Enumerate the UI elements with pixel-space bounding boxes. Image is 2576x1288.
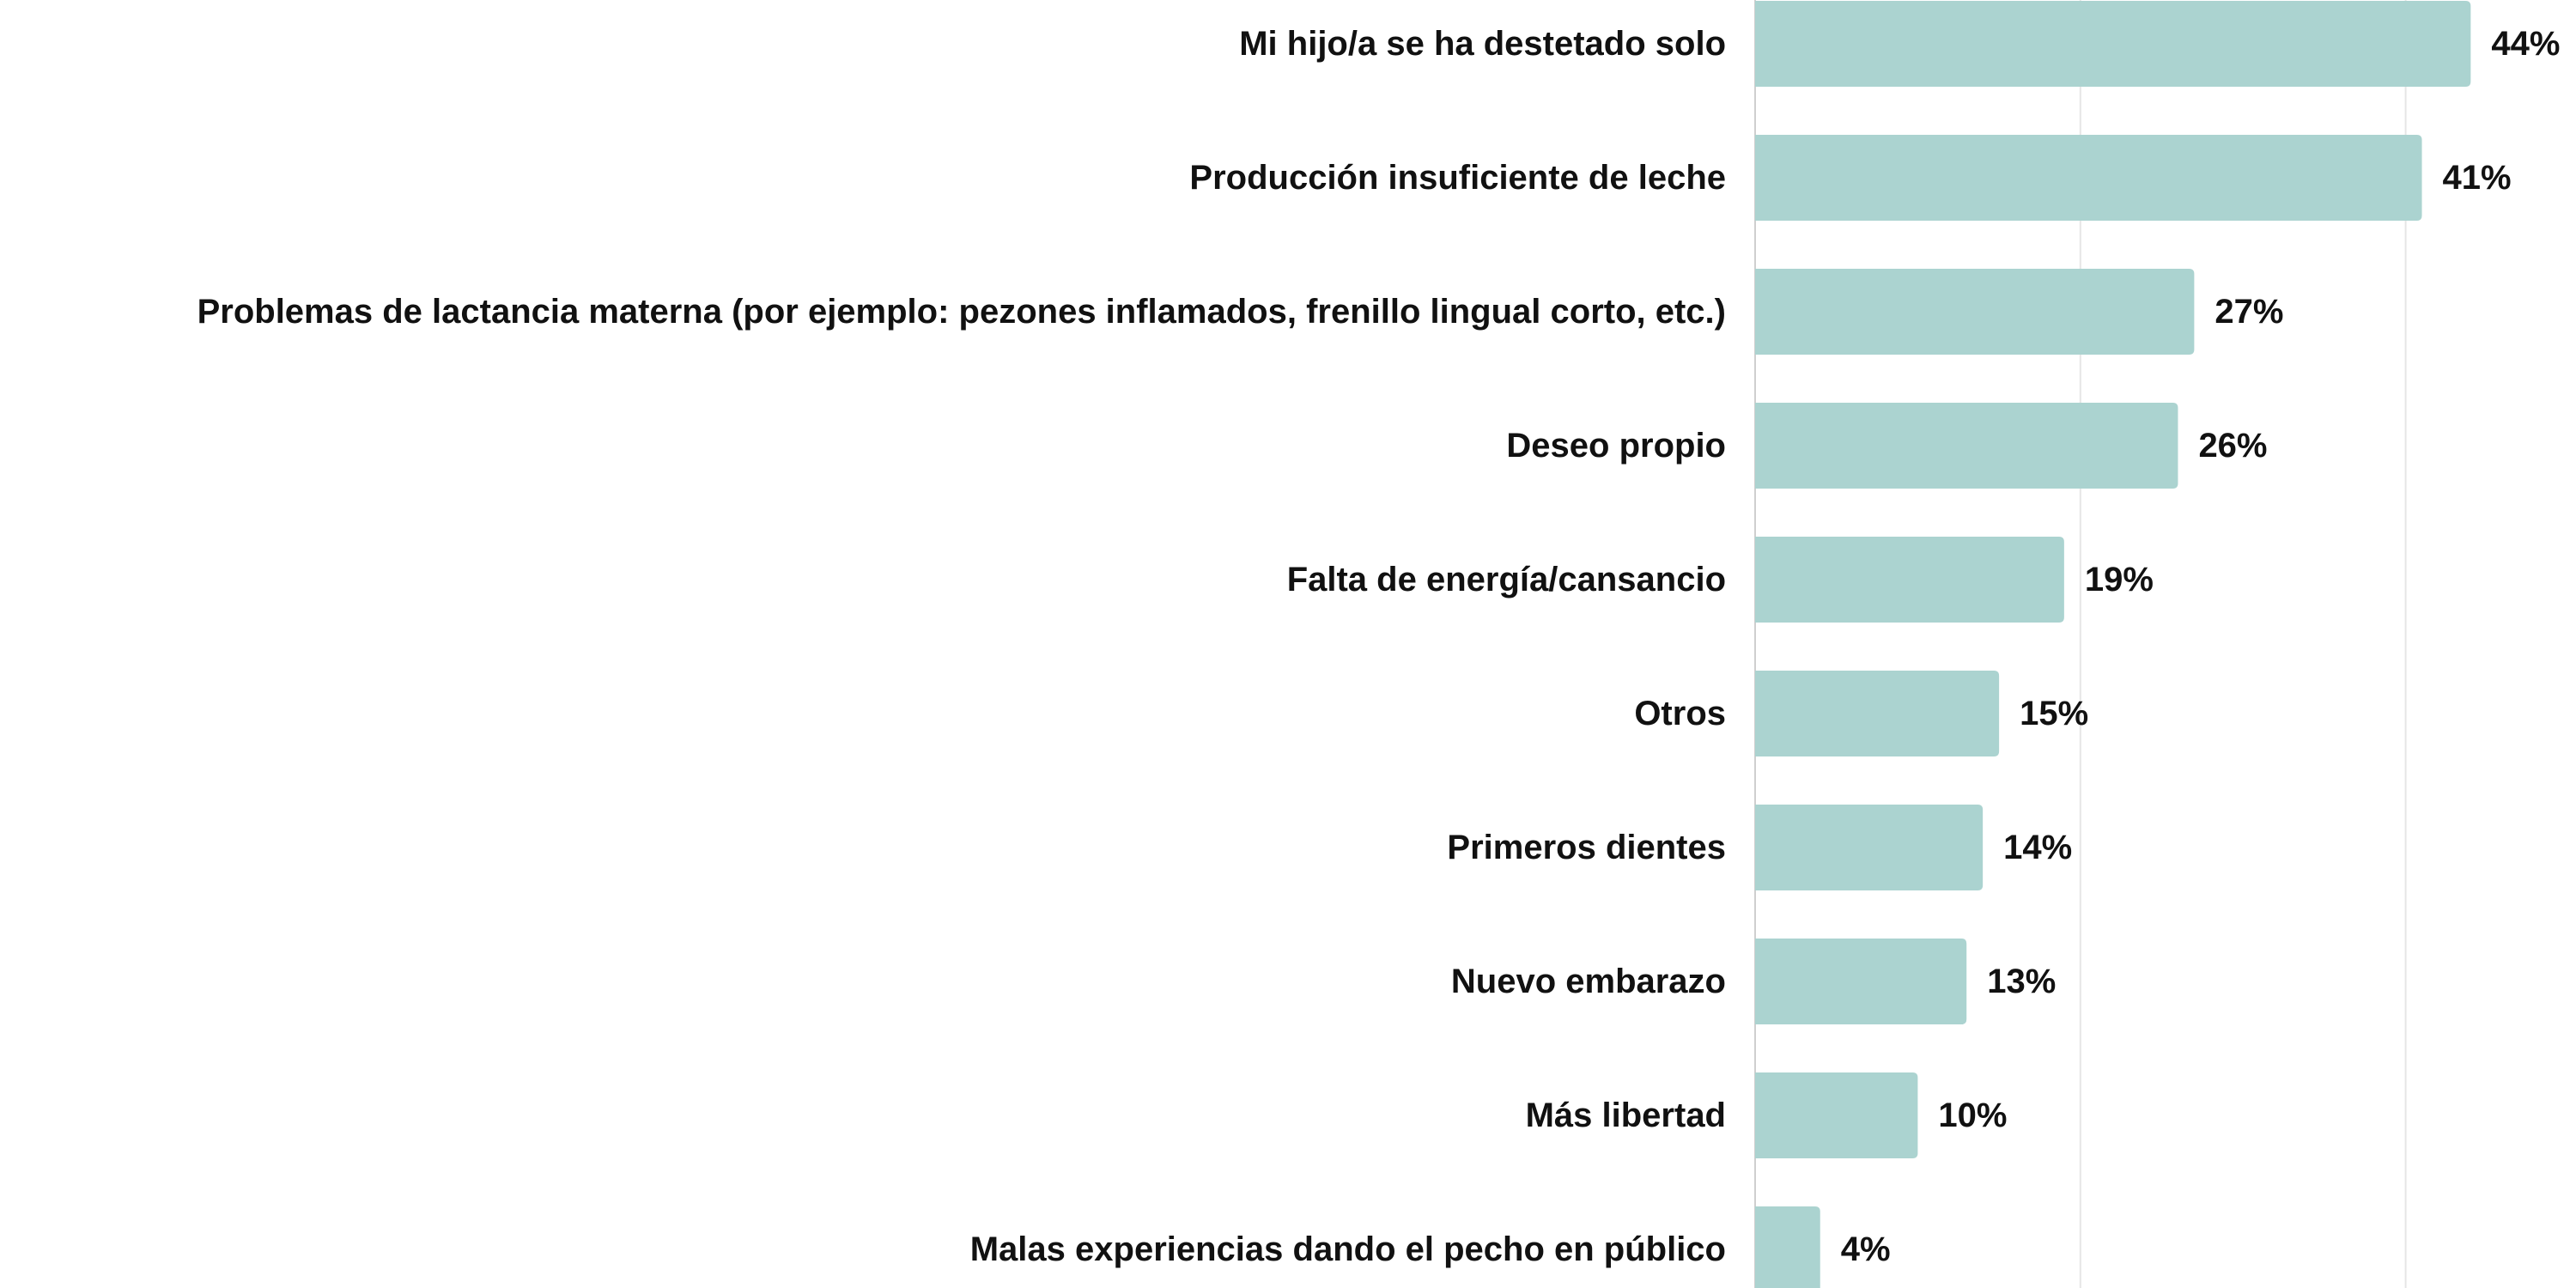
bar bbox=[1755, 1206, 1820, 1288]
bar bbox=[1755, 671, 2000, 756]
category-label: Otros bbox=[1634, 695, 1726, 732]
bar bbox=[1755, 403, 2178, 489]
category-label: Producción insuficiente de leche bbox=[1189, 159, 1726, 197]
category-label: Mi hijo/a se ha destetado solo bbox=[1239, 25, 1726, 63]
bar bbox=[1755, 1, 2471, 87]
value-label: 14% bbox=[2003, 829, 2072, 866]
category-label: Primeros dientes bbox=[1447, 829, 1726, 866]
value-label: 13% bbox=[1987, 963, 2056, 1000]
bar bbox=[1755, 1072, 1918, 1158]
category-label: Nuevo embarazo bbox=[1451, 963, 1726, 1000]
value-label: 15% bbox=[2020, 695, 2088, 732]
bar bbox=[1755, 269, 2195, 355]
bar bbox=[1755, 135, 2422, 221]
category-label: Falta de energía/cansancio bbox=[1287, 561, 1726, 598]
bar bbox=[1755, 805, 1984, 890]
bar-layer bbox=[1755, 1, 2471, 1288]
category-label: Más libertad bbox=[1526, 1097, 1726, 1134]
value-label: 10% bbox=[1938, 1097, 2007, 1134]
value-label: 44% bbox=[2491, 25, 2560, 63]
category-label: Deseo propio bbox=[1506, 427, 1726, 465]
bar bbox=[1755, 537, 2064, 623]
value-label: 27% bbox=[2215, 293, 2283, 331]
category-label: Malas experiencias dando el pecho en púb… bbox=[970, 1230, 1726, 1268]
value-label-layer: 44% 41% 27% 26% 19% 15% 14% 13% 10% 4% bbox=[1841, 25, 2561, 1268]
category-label: Problemas de lactancia materna (por ejem… bbox=[197, 293, 1726, 331]
value-label: 26% bbox=[2198, 427, 2267, 465]
value-label: 4% bbox=[1841, 1230, 1891, 1268]
value-label: 19% bbox=[2085, 561, 2154, 598]
category-label-layer: Mi hijo/a se ha destetado solo Producción… bbox=[197, 25, 1726, 1268]
value-label: 41% bbox=[2443, 159, 2512, 197]
bar bbox=[1755, 939, 1967, 1024]
